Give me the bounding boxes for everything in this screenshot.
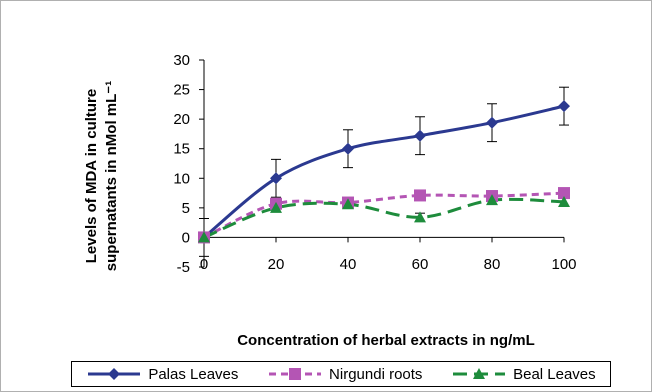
legend-item-nirgundi-roots: Nirgundi roots [267,366,422,383]
legend-swatch-marker [289,368,302,380]
palas-leaves-point [558,100,570,113]
legend-swatch-marker [473,368,486,379]
palas-leaves-point [486,116,498,129]
series-markers [198,100,570,244]
axes [203,60,564,267]
x-axis-label: Concentration of herbal extracts in ng/m… [237,332,535,349]
legend-swatch-marker [108,368,121,380]
beal-leaves-point [558,195,570,207]
legend-label: Nirgundi roots [329,365,423,383]
legend-label: Beal Leaves [513,365,596,383]
legend-label: Palas Leaves [148,365,239,383]
beal-leaves-point [486,194,498,206]
x-tick-label: 20 [268,256,285,273]
nirgundi-roots-point [414,189,426,202]
y-tick-label: 5 [182,200,190,217]
y-axis-ticks: -5 0 5 10 15 20 25 30 [173,52,204,276]
palas-leaves-point [414,129,426,142]
y-axis-label-line-2: supernatants in nMol mL⁻¹ [103,81,120,271]
legend-item-beal-leaves: Beal Leaves [451,366,596,383]
y-tick-label: 15 [173,141,190,158]
x-tick-label: 100 [551,256,576,273]
legend-swatch-nirgundi-roots [269,368,322,380]
y-tick-label: 20 [173,111,190,128]
beal-leaves-line [203,197,565,239]
palas-leaves-point [270,172,282,185]
series-lines [203,104,565,239]
x-tick-label: 80 [484,256,501,273]
y-tick-label: 25 [173,82,190,99]
nirgundi-roots-line [203,191,565,239]
legend-swatch-palas-leaves [88,368,141,380]
error-bars [199,86,569,257]
y-axis-label-line-1: Levels of MDA in culture [83,89,100,263]
beal-leaves-point [270,201,282,213]
legend-swatch-beal-leaves [453,368,506,379]
y-tick-label: 30 [173,52,190,69]
x-tick-label: 60 [412,256,429,273]
legend-item-palas-leaves: Palas Leaves [86,366,238,383]
beal-leaves-point [414,211,426,223]
nirgundi-roots-point [558,187,570,200]
legend: Palas Leaves Nirgundi roots Beal Leaves [71,361,611,387]
y-tick-label: -5 [177,259,190,276]
y-tick-label: 10 [173,170,190,187]
x-tick-label: 40 [340,256,357,273]
palas-leaves-point [342,142,354,155]
palas-leaves-line [203,104,565,239]
beal-leaves-point [342,198,354,210]
y-tick-label: 0 [182,229,190,246]
beal-leaves-point [198,231,210,243]
x-axis-ticks: 0 20 40 60 80 100 [200,237,577,273]
